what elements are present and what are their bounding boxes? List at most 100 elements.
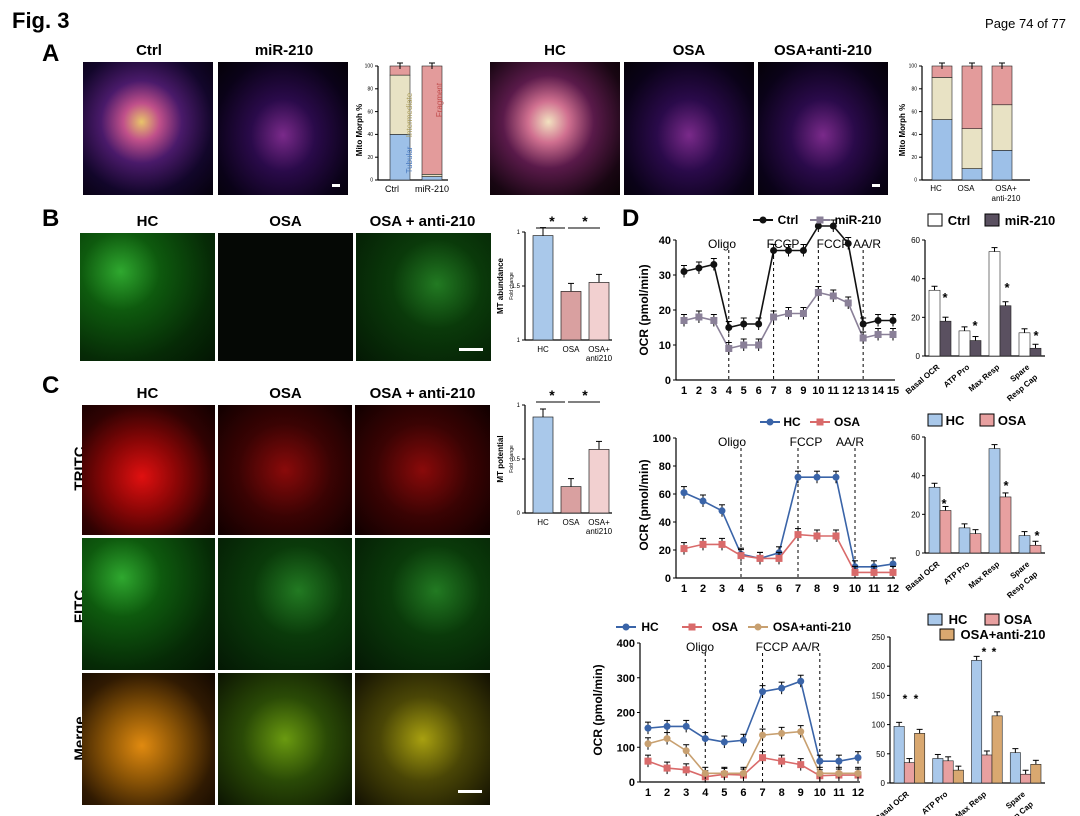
chart-d-bot-bar-ytick-label: 50 (876, 750, 885, 759)
col-title-osa-anti210-c: OSA + anti-210 (369, 385, 476, 402)
chart-d-bot-bar-bar (932, 758, 944, 784)
scale-bar (459, 348, 483, 351)
chart-d-bot-bar-bar (991, 715, 1003, 784)
micrograph-hc (490, 62, 620, 195)
chart-d-bot-point (759, 688, 767, 696)
chart-d-top-xtick-label: 4 (726, 385, 733, 397)
chart-d-top-xtick-label: 11 (827, 385, 839, 397)
chart-d-bot-bar-bar (942, 760, 954, 784)
chart-d-top-xtick-label: 12 (842, 385, 854, 397)
chart-a-right-ytick-label: 40 (911, 132, 917, 138)
chart-d-mid-phase-label: AA/R (836, 435, 864, 449)
chart-d-bot-xtick-label: 2 (664, 787, 670, 799)
panel-label-a: A (42, 40, 60, 67)
chart-d-mid-bar-bar (939, 510, 952, 554)
chart-d-mid-bar-bar (1018, 535, 1031, 554)
scale-bar (872, 184, 880, 187)
chart-d-bot-bar-bar (971, 660, 983, 784)
chart-d-bot-point (701, 769, 709, 777)
chart-b-bar (588, 282, 610, 341)
chart-d-mid-xtick-label: 8 (814, 583, 820, 595)
chart-a-left-segment (421, 65, 443, 175)
chart-d-top-point (710, 317, 718, 324)
chart-d-top-point (680, 268, 688, 275)
legend-bar-osa-label: OSA (1004, 612, 1033, 627)
legend-hc-label: HC (641, 620, 659, 634)
col-title-hc: HC (544, 42, 566, 59)
chart-a-right-ytick-label: 0 (914, 178, 917, 184)
legend-anti-label: OSA+anti-210 (773, 620, 852, 634)
sig-star: * (1003, 478, 1009, 493)
chart-a-right-segment (991, 150, 1013, 181)
legend-osa-label: OSA (712, 620, 738, 634)
chart-d-top-point (844, 240, 852, 247)
legend-osa-swatch (984, 613, 1000, 626)
col-title-osa-c: OSA (269, 385, 302, 402)
chart-d-top-xtick-label: 10 (812, 385, 824, 397)
chart-d-bot-phase-label: Oligo (686, 640, 714, 654)
chart-d-mid-ytick-label: 80 (659, 461, 671, 473)
chart-d-top-point (859, 320, 867, 328)
chart-d-bot-bar-ytick-label: 200 (872, 662, 886, 671)
chart-d-mid-ytick-label: 40 (659, 517, 671, 529)
chart-d-mid-point (832, 532, 840, 540)
figure-label: Fig. 3 (12, 8, 70, 33)
chart-d-top-phase-label: Oligo (708, 237, 736, 251)
chart-d-mid-point (756, 554, 764, 562)
chart-d-top-phase-label: FCCP (817, 237, 850, 251)
chart-a-right-xlabel: HC (930, 184, 942, 193)
chart-d-bot-ytick-label: 300 (617, 673, 635, 685)
chart-d-top-point (859, 334, 867, 342)
chart-d-top-bar-bar (939, 320, 952, 357)
micrograph-c-tritc-hc (82, 405, 215, 535)
chart-a-right-xlabel: anti-210 (992, 194, 1021, 203)
sig-star: * (992, 645, 997, 659)
chart-d-bot-bar-ytick-label: 250 (872, 633, 886, 642)
chart-d-bot-xtick-label: 10 (814, 787, 826, 799)
micrograph-c-merge-osa (218, 673, 352, 805)
chart-d-top-point (770, 313, 778, 321)
chart-d-mid-bar-bar (928, 486, 941, 554)
chart-d-mid-point (794, 473, 802, 481)
micrograph-mir210 (218, 62, 348, 195)
chart-d-bot-bar-bar (1020, 773, 1032, 784)
chart-a-right-ytick-label: 60 (911, 109, 917, 115)
chart-d-mid-point (718, 540, 726, 548)
chart-b-ytick-label: 1 (517, 230, 521, 236)
chart-b-bar (532, 235, 554, 341)
chart-b-xlabel: OSA+ (588, 345, 610, 354)
chart-a-right-segment (961, 168, 983, 181)
chart-d-bot-point (720, 769, 728, 777)
chart-d-mid-point (680, 545, 688, 553)
micrograph-c-merge-hc (82, 673, 215, 805)
chart-d-bot-point (759, 731, 767, 739)
chart-d-top-ytick-label: 0 (665, 375, 671, 387)
chart-d-bot-xtick-label: 7 (759, 787, 765, 799)
chart-d-top-point (814, 289, 822, 296)
col-title-osa-anti210: OSA+anti-210 (774, 42, 872, 59)
chart-d-mid-point (775, 554, 783, 562)
chart-b-ytick-label: 1.5 (512, 284, 521, 290)
chart-c-xlabel: OSA+ (588, 518, 610, 527)
chart-d-bot-point (739, 736, 747, 744)
chart-a-left-ytick-label: 100 (365, 64, 374, 70)
chart-c-ytick-label: 0 (517, 511, 521, 517)
panel-label-c: C (42, 372, 60, 399)
chart-d-top-phase-label: AA/R (853, 237, 881, 251)
chart-d-top-ytick-label: 20 (659, 305, 671, 317)
chart-a-right-xlabel: OSA+ (995, 184, 1017, 193)
chart-d-mid-bar-ytick-label: 0 (916, 549, 921, 558)
chart-d-bot-bar-bar (952, 769, 964, 784)
chart-d-top-point (695, 313, 703, 321)
chart-d-top-point (770, 247, 778, 254)
chart-d-bot-ytick-label: 400 (617, 638, 635, 650)
chart-d-mid-point (813, 473, 821, 481)
sig-star: * (582, 213, 588, 229)
chart-d-bot-xtick-label: 8 (779, 787, 785, 799)
chart-d-mid-xtick-label: 10 (849, 583, 861, 595)
chart-d-bot-xtick-label: 4 (702, 787, 709, 799)
chart-d-mid-bar-xlabel: Max Resp (967, 560, 1001, 591)
chart-d-top-point (695, 264, 703, 272)
legend-osa-marker (688, 623, 696, 631)
